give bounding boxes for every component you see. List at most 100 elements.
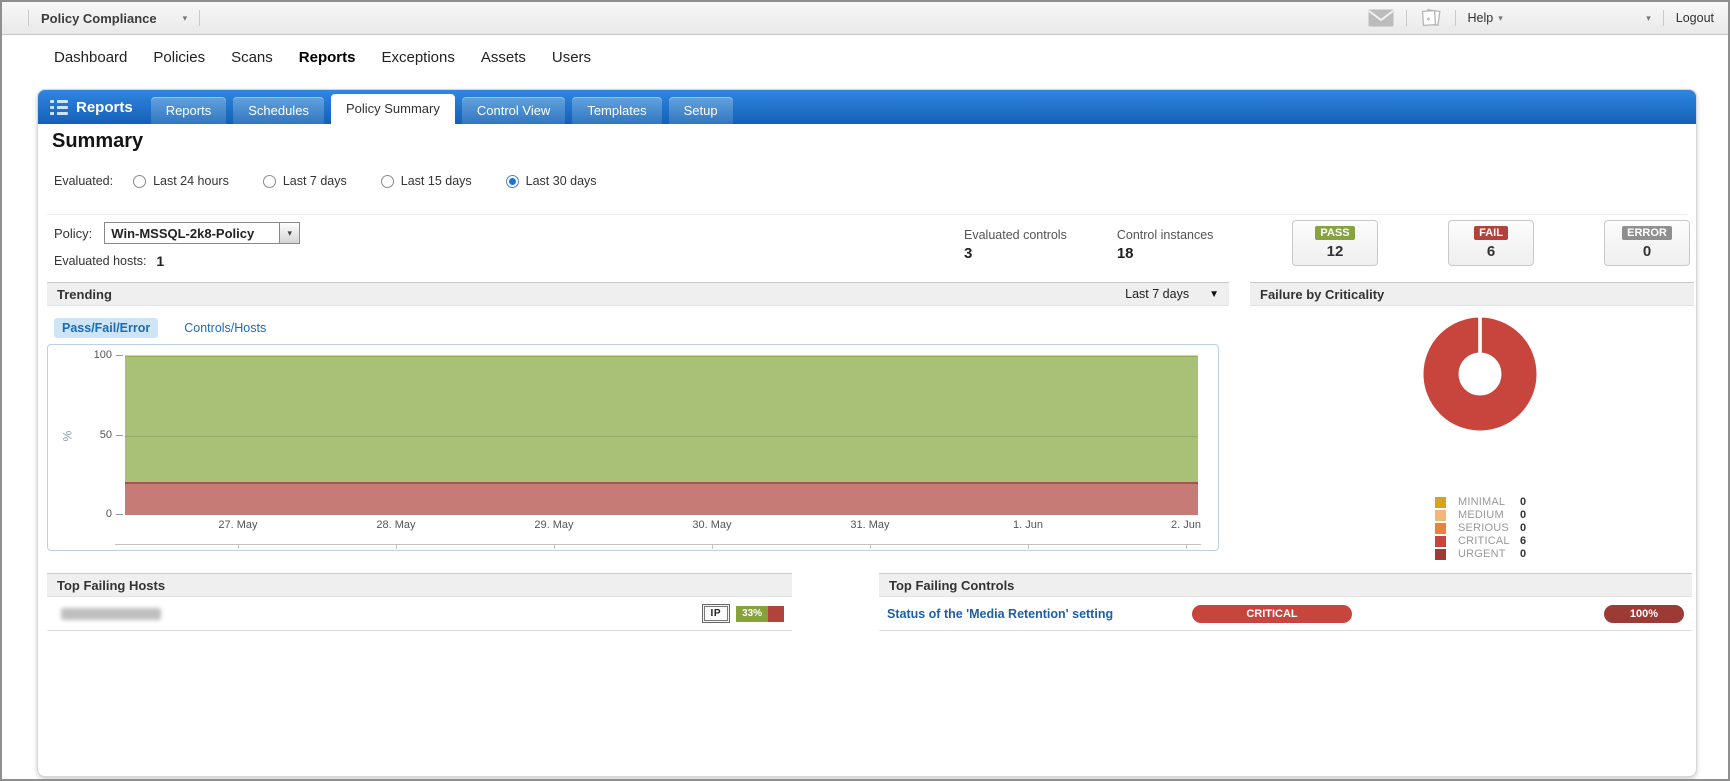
stat-evaluated-controls: Evaluated controls 3 [964, 228, 1067, 262]
radio-option-last-24-hours[interactable]: Last 24 hours [133, 174, 229, 188]
svg-text:✶: ✶ [1425, 16, 1431, 24]
radio-option-last-7-days[interactable]: Last 7 days [262, 174, 347, 188]
evaluated-label: Evaluated: [54, 174, 114, 188]
divider [1405, 10, 1407, 26]
trending-range-dropdown[interactable]: Last 7 days ▼ [1125, 287, 1219, 301]
legend-value: 0 [1520, 509, 1527, 521]
tab-schedules[interactable]: Schedules [233, 97, 324, 124]
legend-row-serious: SERIOUS 0 [1435, 522, 1526, 534]
page-title: Summary [52, 130, 144, 152]
reports-pages-icon[interactable]: ✶ [1419, 8, 1443, 28]
legend-value: 0 [1520, 496, 1527, 508]
status-cards: PASS 12 FAIL 6 ERROR 0 [1292, 220, 1690, 266]
x-axis-tick-mark [870, 544, 871, 549]
tab-reports[interactable]: Reports [150, 97, 227, 124]
nav-item-reports[interactable]: Reports [298, 48, 356, 66]
pass-area-series [125, 356, 1198, 482]
failure-panel-title: Failure by Criticality [1260, 286, 1385, 302]
mail-icon[interactable] [1367, 9, 1394, 27]
status-card-value: 0 [1642, 243, 1652, 260]
host-bar-fail-segment [768, 605, 784, 622]
nav-item-scans[interactable]: Scans [231, 48, 273, 66]
trend-view-controls-hosts[interactable]: Controls/Hosts [184, 321, 267, 335]
user-menu[interactable]: ▾ [1503, 13, 1651, 24]
x-axis-tick-mark [1186, 544, 1187, 549]
trending-view-toggle: Pass/Fail/Error Controls/Hosts [54, 318, 266, 338]
y-axis-tick-mark [116, 355, 123, 356]
ip-badge-button[interactable]: IP [701, 604, 730, 623]
trending-header: Trending Last 7 days ▼ [47, 282, 1229, 306]
evaluated-filter-row: Evaluated: Last 24 hours Last 7 days Last … [54, 174, 631, 188]
criticality-badge: CRITICAL [1192, 604, 1352, 623]
reports-tab-row: Reports Schedules Policy Summary Control Vi… [150, 94, 740, 124]
x-axis-tick-mark [1028, 544, 1029, 549]
trending-chart: % 0 50 100 27. May 28. May 29. May 30. May 31. … [47, 344, 1219, 551]
host-name-redacted[interactable] [61, 607, 161, 620]
x-axis-label: 1. Jun [1013, 519, 1043, 531]
nav-item-dashboard[interactable]: Dashboard [54, 48, 128, 66]
tab-templates[interactable]: Templates [572, 97, 662, 124]
top-failing-controls-header: Top Failing Controls [879, 573, 1692, 597]
nav-item-users[interactable]: Users [551, 48, 592, 66]
host-pass-fail-bar: 33% [736, 605, 784, 622]
y-axis-tick-label: 50 [99, 428, 112, 441]
trend-view-pass-fail-error[interactable]: Pass/Fail/Error [54, 318, 159, 338]
evaluated-hosts-value: 1 [156, 253, 165, 269]
divider [28, 10, 29, 26]
y-axis-tick-mark [116, 514, 123, 515]
policy-select[interactable]: Win-MSSQL-2k8-Policy ▾ [104, 222, 301, 244]
x-axis-label: 2. Jun [1171, 519, 1201, 531]
reports-header-bar: Reports Reports Schedules Policy Summary Co… [38, 90, 1696, 124]
radio-option-last-15-days[interactable]: Last 15 days [380, 174, 472, 188]
control-link[interactable]: Status of the 'Media Retention' setting [887, 606, 1114, 621]
tab-control-view[interactable]: Control View [461, 97, 566, 124]
chevron-down-icon: ▾ [1646, 12, 1651, 23]
x-axis-label: 27. May [218, 519, 258, 531]
top-bar-right: ✶ Help ▾ ▾ Logout [1367, 8, 1714, 28]
legend-swatch [1435, 548, 1446, 560]
divider [1662, 10, 1664, 26]
main-nav: Dashboard Policies Scans Reports Exceptions A… [2, 35, 1728, 79]
nav-item-assets[interactable]: Assets [480, 48, 526, 66]
help-menu[interactable]: Help ▾ [1468, 11, 1503, 25]
logout-button[interactable]: Logout [1675, 11, 1714, 25]
module-selector[interactable]: Policy Compliance ▾ [41, 11, 187, 26]
nav-item-exceptions[interactable]: Exceptions [381, 48, 455, 66]
evaluated-options: Last 24 hours Last 7 days Last 15 days Last… [133, 174, 630, 188]
status-card-value: 12 [1326, 243, 1344, 260]
trending-title: Trending [57, 286, 112, 302]
reports-bar-title: Reports [76, 98, 133, 116]
chevron-down-icon: ▾ [182, 12, 188, 23]
reports-brand: Reports [50, 99, 133, 116]
legend-row-medium: MEDIUM 0 [1435, 509, 1526, 521]
legend-label: CRITICAL [1458, 535, 1510, 547]
legend-value: 0 [1520, 548, 1527, 560]
status-badge: FAIL [1474, 226, 1508, 240]
host-bar-pass-segment: 33% [736, 605, 769, 622]
x-axis-label: 31. May [850, 519, 890, 531]
legend-value: 6 [1520, 535, 1527, 547]
y-axis-tick-mark [116, 434, 123, 436]
status-card-value: 6 [1486, 243, 1496, 260]
top-failing-hosts-title: Top Failing Hosts [57, 577, 166, 593]
fail-area-series [125, 481, 1198, 515]
x-axis-label: 28. May [376, 519, 416, 531]
radio-icon [133, 174, 147, 188]
criticality-legend: MINIMAL 0 MEDIUM 0 SERIOUS 0 CRITICAL 6 URGENT 0 [1435, 496, 1526, 561]
tab-policy-summary[interactable]: Policy Summary [330, 94, 455, 124]
radio-option-last-30-days[interactable]: Last 30 days [505, 174, 597, 188]
divider [1454, 10, 1456, 26]
chevron-down-icon: ▾ [279, 223, 300, 243]
divider [199, 10, 201, 26]
legend-swatch [1435, 535, 1446, 547]
tab-setup[interactable]: Setup [668, 97, 733, 124]
module-selector-label: Policy Compliance [41, 10, 157, 26]
status-card-error: ERROR 0 [1604, 220, 1690, 266]
legend-row-critical: CRITICAL 6 [1435, 535, 1526, 547]
radio-icon [505, 174, 519, 188]
failure-donut-chart [1422, 316, 1538, 437]
ip-badge-label: IP [703, 606, 728, 621]
nav-item-policies[interactable]: Policies [153, 48, 206, 66]
legend-label: SERIOUS [1458, 522, 1509, 534]
